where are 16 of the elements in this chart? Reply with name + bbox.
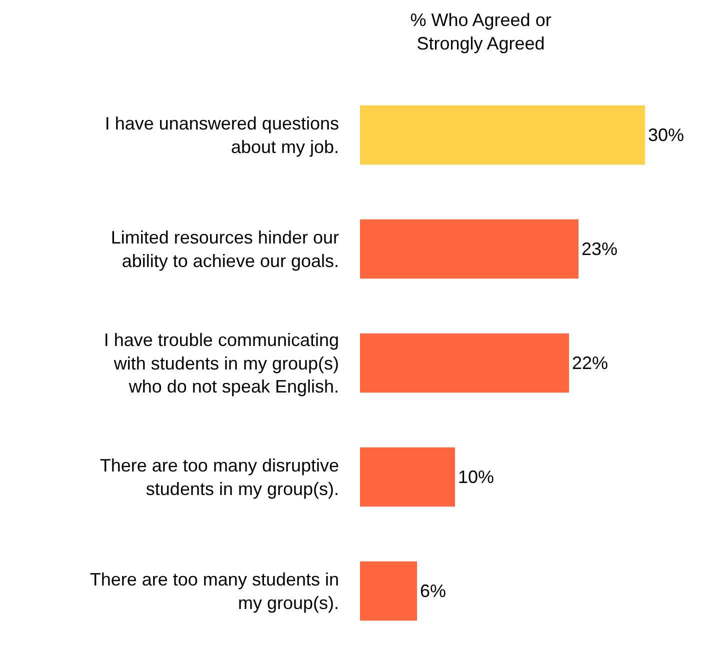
y-tick-label: I have trouble communicating with students in my group(s) who do not speak English. bbox=[104, 330, 339, 397]
data-label: 23% bbox=[582, 239, 618, 259]
y-tick-label: I have unanswered questions about my job. bbox=[104, 114, 339, 157]
y-tick-label: There are too many disruptive students in my group(s). bbox=[100, 456, 339, 499]
y-tick-label: Limited resources hinder our ability to achieve our goals. bbox=[110, 228, 339, 271]
bar bbox=[360, 447, 455, 507]
y-tick-label: There are too many students in my group(s). bbox=[90, 570, 339, 613]
data-label: 10% bbox=[458, 467, 494, 487]
bar bbox=[360, 333, 569, 393]
chart-title: % Who Agreed or Strongly Agreed bbox=[410, 10, 552, 54]
bar bbox=[360, 219, 578, 279]
data-label: 30% bbox=[648, 125, 684, 145]
data-label: 6% bbox=[420, 581, 446, 601]
data-label: 22% bbox=[572, 353, 608, 373]
bar bbox=[360, 561, 417, 621]
bar bbox=[360, 105, 645, 165]
